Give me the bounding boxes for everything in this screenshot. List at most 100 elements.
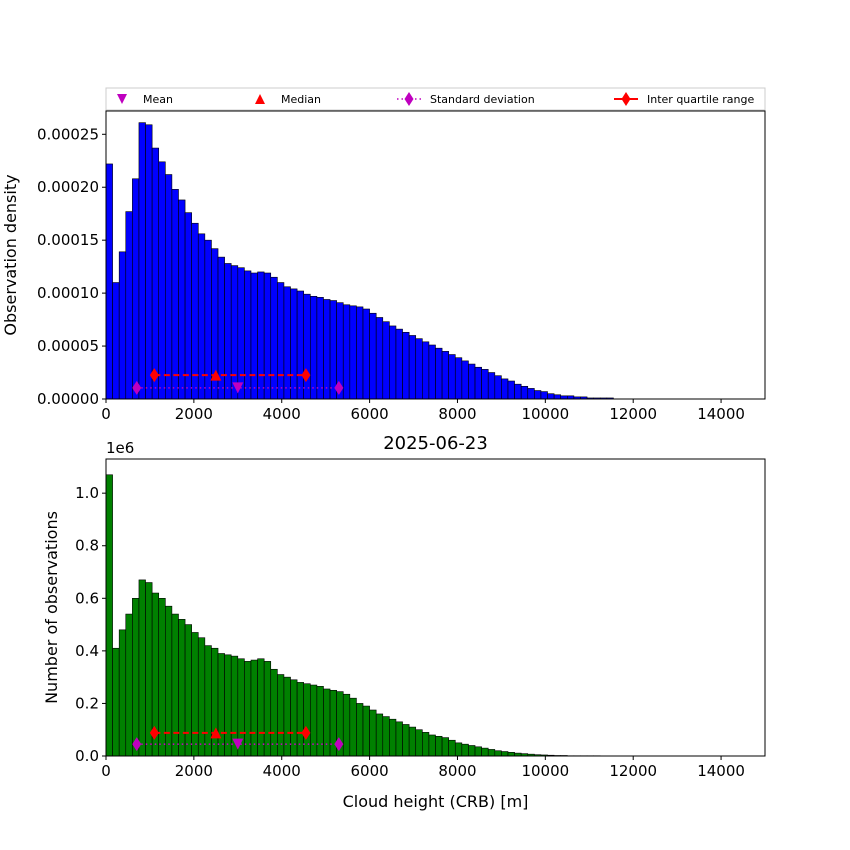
histogram-bar xyxy=(435,735,443,757)
histogram-bar xyxy=(303,293,311,400)
histogram-bar xyxy=(323,688,331,757)
histogram-bar xyxy=(191,632,199,757)
histogram-bar xyxy=(362,308,370,400)
y-tick-label: 0.6 xyxy=(75,589,99,607)
std-dev-low-marker xyxy=(132,380,142,395)
x-tick-label: 14000 xyxy=(697,405,745,423)
legend-std-marker xyxy=(404,92,414,106)
histogram-bar xyxy=(507,752,515,757)
histogram-bar xyxy=(118,629,127,757)
histogram-bar xyxy=(290,288,298,400)
histogram-bar xyxy=(540,391,548,400)
x-tick-label: 10000 xyxy=(521,405,569,423)
histogram-bar xyxy=(487,749,496,757)
histogram-bar xyxy=(197,637,206,757)
histogram-bar xyxy=(244,661,252,757)
histogram-bar xyxy=(263,272,272,400)
y-tick-label: 0.00005 xyxy=(37,337,99,355)
x-tick-label: 0 xyxy=(101,762,111,780)
histogram-bar xyxy=(481,369,489,400)
histogram-bar xyxy=(125,211,133,400)
legend: Mean Median Standard deviation Inter quarti… xyxy=(105,87,766,111)
chart-title: 2025-06-23 xyxy=(383,433,488,454)
histogram-bar xyxy=(389,718,397,757)
x-tick-label: 6000 xyxy=(351,405,389,423)
histogram-bar xyxy=(362,705,370,757)
x-tick-label: 0 xyxy=(101,405,111,423)
histogram-bar xyxy=(237,267,245,400)
histogram-bar xyxy=(389,325,397,400)
y-tick-label: 0.00015 xyxy=(37,231,99,249)
legend-label: Inter quartile range xyxy=(647,93,754,106)
panel-number-of-observations: 0 2000 4000 6000 8000 10000 12000 14000 0.0 0.2 0.… xyxy=(42,433,766,811)
y-offset-text: 1e6 xyxy=(106,439,134,457)
histogram-bar xyxy=(257,271,265,400)
histogram-bar xyxy=(369,312,377,400)
histogram-bar xyxy=(296,682,304,757)
histogram-bar xyxy=(428,734,436,757)
histogram-bar xyxy=(382,716,390,757)
histogram-bar xyxy=(527,388,535,400)
histogram-bar xyxy=(507,380,515,400)
y-axis-label: Number of observations xyxy=(42,511,61,704)
panel-observation-density: 0 2000 4000 6000 8000 10000 12000 14000 0.00000 0… xyxy=(1,110,766,423)
histogram-bar xyxy=(158,161,166,400)
histogram-bar xyxy=(441,351,449,400)
legend-median-marker xyxy=(255,94,265,104)
histogram-bar xyxy=(514,383,522,400)
histogram-bar xyxy=(263,661,272,757)
histogram-bar xyxy=(257,658,265,757)
histogram-bar xyxy=(494,750,502,757)
histogram-bar xyxy=(132,178,140,400)
histogram-bar xyxy=(422,341,430,400)
histogram-bar xyxy=(342,693,351,757)
histogram-bar xyxy=(112,647,120,757)
histogram-bar xyxy=(356,703,364,757)
histogram-bar xyxy=(250,659,258,757)
histogram-bar xyxy=(408,726,417,757)
iqr-high-marker xyxy=(301,725,311,740)
histogram-bar xyxy=(145,124,153,400)
x-tick-label: 6000 xyxy=(351,762,389,780)
y-tick-label: 0.00025 xyxy=(37,125,99,143)
histogram-bar xyxy=(204,645,212,757)
histogram-bar xyxy=(356,306,364,400)
histogram-bar xyxy=(402,331,410,400)
histogram-bar xyxy=(474,366,482,400)
histogram-bar xyxy=(461,360,469,400)
y-axis-label: Observation density xyxy=(1,174,20,335)
std-dev-low-marker xyxy=(132,737,142,752)
histogram-bar xyxy=(468,363,476,400)
histogram-bar xyxy=(309,295,318,400)
histogram-bar xyxy=(230,265,239,400)
median-marker xyxy=(210,727,222,739)
histogram-bar xyxy=(244,270,252,400)
x-tick-label: 12000 xyxy=(609,762,657,780)
histogram-bar xyxy=(290,679,298,757)
x-axis-label: Cloud height (CRB) [m] xyxy=(343,792,529,811)
iqr-low-marker xyxy=(149,368,159,383)
x-tick-label: 8000 xyxy=(438,762,476,780)
histogram-bar xyxy=(422,732,430,757)
mean-marker xyxy=(232,382,244,394)
histogram-bar xyxy=(382,321,390,400)
histogram-bar xyxy=(105,474,113,757)
iqr-low-marker xyxy=(149,725,159,740)
x-tick-label: 2000 xyxy=(175,405,213,423)
histogram-bar xyxy=(211,647,219,757)
x-tick-label: 2000 xyxy=(175,762,213,780)
y-tick-label: 0.00010 xyxy=(37,284,99,302)
histogram-bar xyxy=(329,300,337,400)
histogram-bar xyxy=(224,654,232,757)
histogram-bar xyxy=(283,286,291,400)
histogram-bar xyxy=(178,199,186,400)
histogram-bar xyxy=(454,357,463,400)
histogram-bar xyxy=(349,697,357,757)
x-tick-label: 12000 xyxy=(609,405,657,423)
histogram-bar xyxy=(349,305,357,400)
histogram-bar xyxy=(468,745,476,757)
histogram-bar xyxy=(283,676,291,757)
histogram-bar xyxy=(309,684,318,757)
std-dev-high-marker xyxy=(334,380,344,395)
